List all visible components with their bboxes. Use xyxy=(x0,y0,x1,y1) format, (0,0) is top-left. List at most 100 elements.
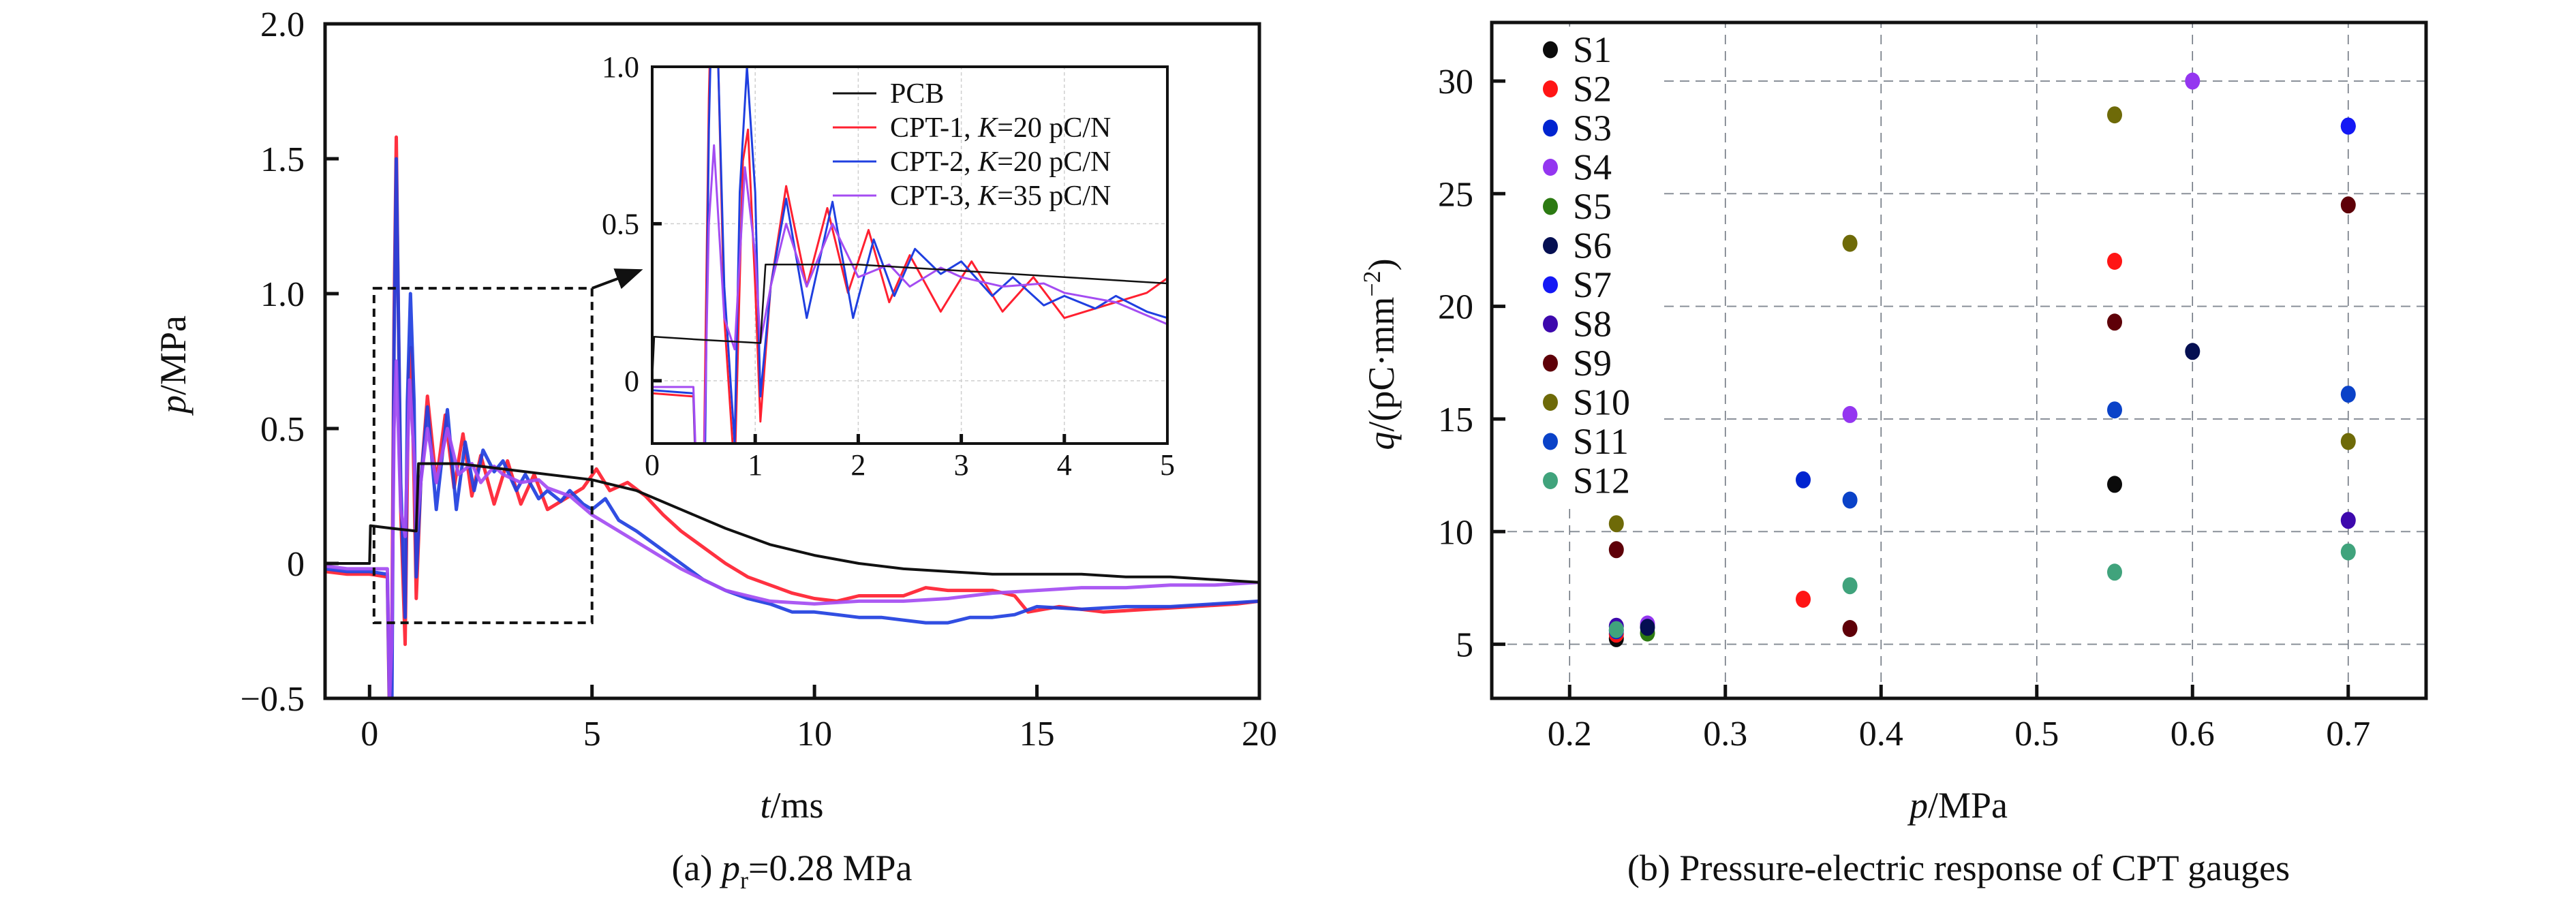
legend-item-s2: S2 xyxy=(1543,69,1612,110)
scatter-point-s12 xyxy=(2340,543,2356,561)
inset-y-tick-label: 1.0 xyxy=(602,50,639,84)
main-series-line-cpt-0 xyxy=(325,135,1259,698)
legend-label-text: CPT-1, xyxy=(890,112,978,144)
caption-a: (a) pr=0.28 MPa xyxy=(672,848,913,894)
legend-label: S5 xyxy=(1573,186,1612,227)
legend-marker xyxy=(1543,394,1558,411)
scatter-axis-ticks xyxy=(1492,79,2350,698)
scatter-points-group xyxy=(1608,72,2356,647)
legend-marker xyxy=(1543,276,1558,294)
scatter-point-s9 xyxy=(2107,313,2122,331)
legend-marker xyxy=(1543,237,1558,254)
legend-item: PCB xyxy=(833,78,944,110)
scatter-point-s9 xyxy=(2340,196,2356,214)
inset-x-tick-label: 3 xyxy=(954,448,969,482)
scatter-point-s10 xyxy=(2340,433,2356,450)
y-tick-label: 1.5 xyxy=(260,140,305,179)
inset-x-tick-label: 0 xyxy=(645,448,660,482)
legend-label-text: CPT-3, xyxy=(890,181,978,212)
scatter-point-s8 xyxy=(2340,512,2356,529)
scatter-x-tick-label: 0.3 xyxy=(1703,715,1747,754)
legend-label: S3 xyxy=(1573,108,1612,149)
y-tick-label: 0 xyxy=(287,545,305,584)
legend-marker xyxy=(1543,41,1558,59)
scatter-point-s10 xyxy=(1842,234,1858,252)
x-tick-label: 15 xyxy=(1019,715,1055,754)
legend-label-var: K xyxy=(977,181,998,212)
y-tick-label: −0.5 xyxy=(241,680,305,719)
legend-label: PCB xyxy=(890,78,944,110)
scatter-y-tick-label: 10 xyxy=(1438,513,1473,552)
legend-item-s4: S4 xyxy=(1543,147,1612,188)
scatter-plot-frame xyxy=(1490,20,2428,700)
legend-item-s3: S3 xyxy=(1543,108,1612,149)
inset-x-tick-label: 5 xyxy=(1160,448,1175,482)
legend-item-s10: S10 xyxy=(1543,382,1630,423)
legend-item-s9: S9 xyxy=(1543,343,1612,384)
x-tick-label: 5 xyxy=(583,715,601,754)
inset-series-group xyxy=(652,67,1167,444)
inset-x-tick-label: 4 xyxy=(1057,448,1072,482)
inset-axis-ticks xyxy=(652,221,1067,444)
scatter-x-tick-label: 0.7 xyxy=(2326,715,2370,754)
legend-marker xyxy=(1543,159,1558,176)
legend-marker xyxy=(1543,433,1558,450)
legend-marker xyxy=(1543,80,1558,97)
scatter-point-s4 xyxy=(2185,72,2201,90)
y-tick-label: 0.5 xyxy=(260,410,305,449)
scatter-y-axis-label: q/(pC·mm−2) xyxy=(1358,258,1402,450)
legend-marker xyxy=(1543,354,1558,372)
scatter-x-tick-label: 0.6 xyxy=(2171,715,2215,754)
inset-y-tick-label: 0 xyxy=(624,364,639,398)
scatter-point-s9 xyxy=(1608,541,1624,559)
inset-tick-labels: 0 1 2 3 4 5 0 0.5 1.0 xyxy=(602,50,1175,482)
main-series-line-cpt-2 xyxy=(325,359,1259,698)
legend-label-text: CPT-2, xyxy=(890,146,978,178)
legend-label: S1 xyxy=(1573,29,1612,70)
caption-b: (b) Pressure-electric response of CPT ga… xyxy=(1627,848,2290,888)
legend-label: S10 xyxy=(1573,382,1630,423)
main-axis-ticks xyxy=(325,157,1039,698)
legend-label-var: K xyxy=(977,112,998,144)
scatter-point-s12 xyxy=(2107,563,2122,581)
legend-label-unit: =35 pC/N xyxy=(997,181,1111,212)
inset-series-line-cpt-2 xyxy=(652,144,1167,444)
zoom-region-box xyxy=(372,287,594,625)
legend-item: CPT-3, K=35 pC/N xyxy=(833,181,1111,212)
legend-label: CPT-1, K=20 pC/N xyxy=(890,112,1111,144)
legend-item: CPT-1, K=20 pC/N xyxy=(833,112,1111,144)
legend-label-var: K xyxy=(977,146,998,178)
legend-label-unit: =20 pC/N xyxy=(997,112,1111,144)
legend-label: S7 xyxy=(1573,264,1612,305)
scatter-point-s9 xyxy=(1842,620,1858,637)
legend-label: S11 xyxy=(1573,421,1629,462)
scatter-point-s11 xyxy=(2107,401,2122,419)
legend-item-s7: S7 xyxy=(1543,264,1612,305)
scatter-point-s4 xyxy=(1842,405,1858,423)
legend-label-text: PCB xyxy=(890,78,944,110)
inset-x-tick-label: 2 xyxy=(850,448,865,482)
scatter-point-s1 xyxy=(2107,476,2122,493)
panel-b-scatter-chart: 0.2 0.3 0.4 0.5 0.6 0.7 5 10 15 20 25 30 S1S2S3S4S5… xyxy=(1358,20,2428,888)
legend-item-s5: S5 xyxy=(1543,186,1612,227)
inset-y-tick-label: 0.5 xyxy=(602,207,639,240)
legend-item-s11: S11 xyxy=(1543,421,1629,462)
scatter-point-s10 xyxy=(2107,106,2122,124)
legend-marker xyxy=(1543,472,1558,489)
scatter-y-tick-label: 5 xyxy=(1456,626,1473,665)
inset-grid xyxy=(652,67,1167,444)
legend-label: S4 xyxy=(1573,147,1612,188)
legend-marker xyxy=(1543,119,1558,137)
scatter-point-s12 xyxy=(1842,577,1858,595)
scatter-point-s6 xyxy=(2185,343,2201,360)
legend-item-s8: S8 xyxy=(1543,304,1612,345)
scatter-y-tick-label: 25 xyxy=(1438,175,1473,214)
legend-label-unit: =20 pC/N xyxy=(997,146,1111,178)
scatter-x-tick-label: 0.4 xyxy=(1859,715,1903,754)
main-series-line-pcb xyxy=(325,462,1259,584)
x-tick-label: 10 xyxy=(797,715,832,754)
scatter-point-s11 xyxy=(1842,491,1858,509)
